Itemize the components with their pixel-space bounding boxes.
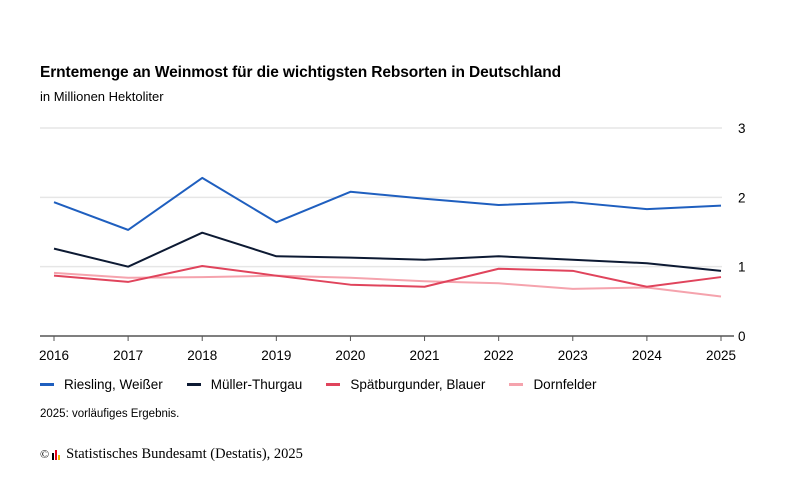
- y-tick-label: 3: [738, 121, 746, 136]
- legend-item: Spätburgunder, Blauer: [326, 377, 485, 392]
- source-text: Statistisches Bundesamt (Destatis), 2025: [66, 446, 303, 462]
- logo-bar: [55, 449, 58, 460]
- x-tick-label: 2024: [632, 348, 663, 363]
- legend-swatch: [186, 383, 201, 386]
- legend-label: Müller-Thurgau: [210, 377, 303, 392]
- x-tick-label: 2020: [335, 348, 365, 363]
- legend-item: Müller-Thurgau: [186, 377, 303, 392]
- legend-item: Riesling, Weißer: [40, 377, 163, 392]
- legend-item: Dornfelder: [509, 377, 596, 392]
- logo-bar: [58, 454, 61, 460]
- gridlines: [40, 127, 722, 268]
- legend-label: Riesling, Weißer: [64, 377, 163, 392]
- series-line-spätburgunder-blauer: [53, 264, 722, 288]
- y-tick-label: 0: [738, 329, 746, 344]
- x-tick-label: 2021: [410, 348, 440, 363]
- x-tick-label: 2016: [39, 348, 69, 363]
- legend-label: Spätburgunder, Blauer: [350, 377, 486, 392]
- footnote: 2025: vorläufiges Ergebnis.: [40, 408, 180, 420]
- legend-swatch: [326, 383, 341, 386]
- x-tick-label: 2025: [706, 348, 736, 363]
- x-tick-label: 2022: [484, 348, 514, 363]
- x-tick-label: 2019: [261, 348, 291, 363]
- source-credit: © Statistisches Bundesamt (Destatis), 20…: [40, 446, 303, 463]
- legend: Riesling, Weißer Müller-Thurgau Spätburgun…: [40, 377, 620, 392]
- x-tick-label: 2018: [187, 348, 217, 363]
- legend-label: Dornfelder: [533, 377, 597, 392]
- destatis-logo-icon: [52, 449, 61, 460]
- y-axis: 0 1 2 3: [738, 121, 746, 344]
- y-tick-label: 1: [738, 260, 746, 275]
- legend-swatch: [509, 383, 524, 386]
- series-line-riesling-weißer: [53, 176, 722, 231]
- chart-subtitle: in Millionen Hektoliter: [40, 89, 164, 104]
- y-tick-label: 2: [738, 190, 746, 205]
- x-tick-label: 2017: [113, 348, 143, 363]
- x-tick-label: 2023: [558, 348, 588, 363]
- copyright-icon: ©: [40, 447, 50, 461]
- logo-bar: [52, 452, 55, 460]
- series-line-müller-thurgau: [53, 231, 722, 272]
- series-lines: [53, 176, 722, 298]
- x-axis: 2016 2017 2018 2019 2020 2021 2022 2023 2024 2025: [39, 335, 736, 363]
- legend-swatch: [40, 383, 54, 386]
- series-line-dornfelder: [53, 271, 722, 298]
- chart-title: Erntemenge an Weinmost für die wichtigst…: [40, 64, 561, 81]
